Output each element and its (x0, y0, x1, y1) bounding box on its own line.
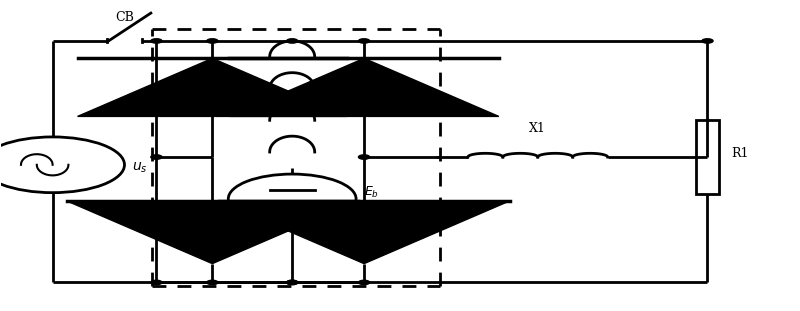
Circle shape (358, 39, 370, 43)
Circle shape (206, 39, 218, 43)
Circle shape (206, 280, 218, 285)
Circle shape (358, 280, 370, 285)
Text: D4: D4 (382, 222, 400, 235)
Circle shape (286, 280, 298, 285)
Text: L1: L1 (306, 95, 323, 107)
Circle shape (151, 39, 162, 43)
Circle shape (702, 39, 713, 43)
Text: CB: CB (115, 11, 134, 24)
Circle shape (151, 155, 162, 159)
Circle shape (286, 39, 298, 43)
Text: $u_s$: $u_s$ (133, 161, 148, 175)
Circle shape (358, 155, 370, 159)
Circle shape (151, 280, 162, 285)
Polygon shape (218, 201, 510, 264)
Bar (696, 120, 718, 194)
Text: D2: D2 (382, 83, 400, 96)
Text: D1: D1 (230, 83, 248, 96)
Polygon shape (66, 201, 358, 264)
Text: R1: R1 (731, 147, 749, 160)
Polygon shape (230, 58, 499, 116)
Polygon shape (78, 58, 347, 116)
Text: $E_b$: $E_b$ (364, 185, 379, 200)
Circle shape (286, 280, 298, 285)
Text: D3: D3 (230, 222, 248, 235)
Text: X1: X1 (530, 122, 546, 135)
